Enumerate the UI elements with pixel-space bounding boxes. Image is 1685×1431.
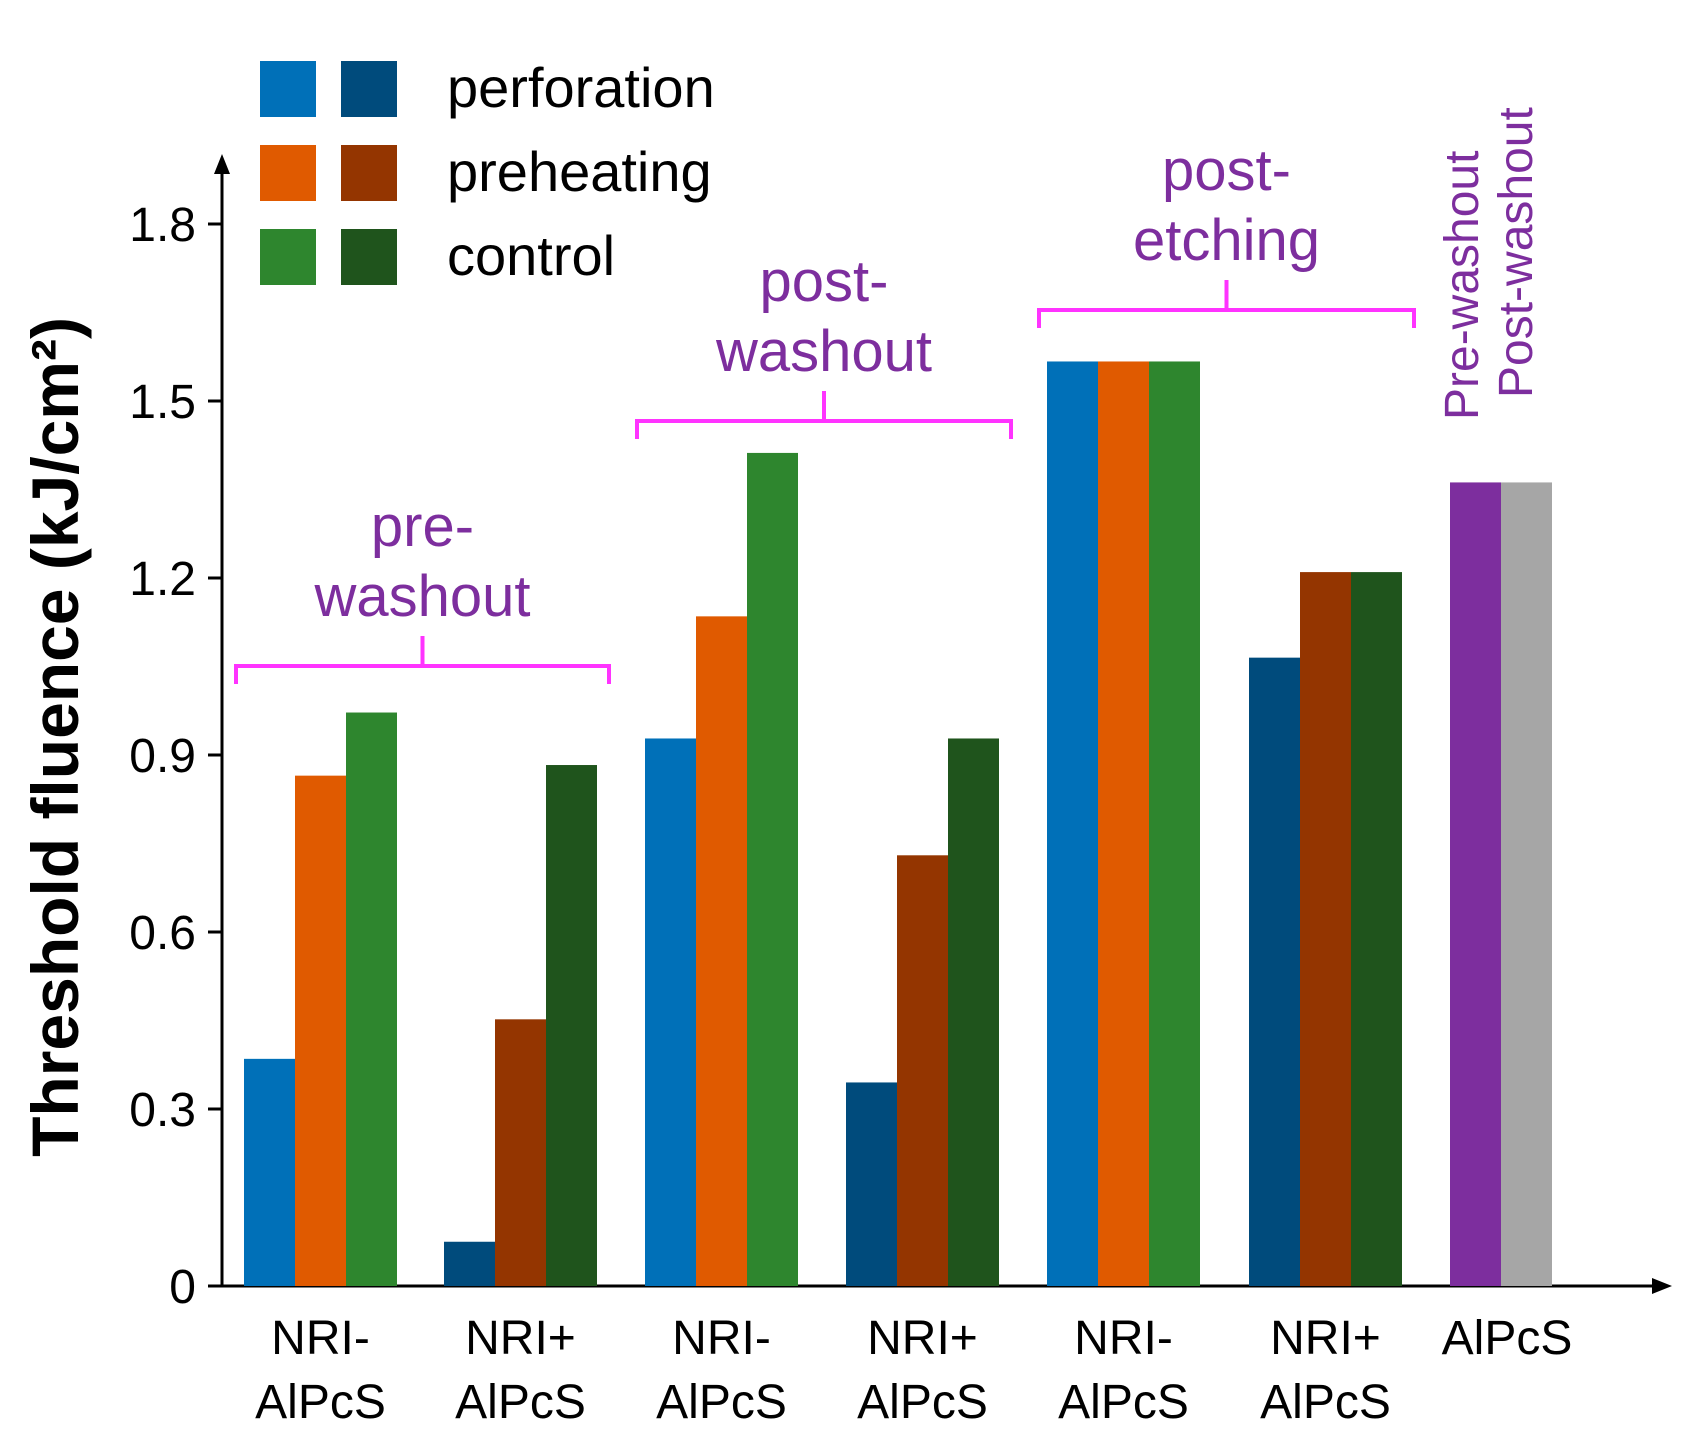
x-tick-label: AlPcS [656,1376,787,1429]
x-tick-label: NRI- [672,1312,771,1365]
x-tick-label: AlPcS [857,1376,988,1429]
bar [1300,572,1351,1286]
x-tick-label: NRI+ [867,1312,978,1365]
legend-swatch [260,145,316,201]
bars [244,361,1552,1287]
bar [346,712,397,1286]
bar [1501,482,1552,1286]
y-tick-label: 0.9 [129,730,196,783]
x-tick-label: NRI+ [1270,1312,1381,1365]
bar [1249,657,1300,1286]
vertical-label: Pre-washout [1436,151,1489,420]
x-tick-label: NRI- [271,1312,370,1365]
vertical-series-labels: Pre-washout Post-washout [1436,107,1543,420]
y-axis-label: Threshold fluence (kJ/cm²) [18,317,92,1157]
legend-label: control [447,224,615,287]
bar [495,1019,546,1286]
legend-label: preheating [447,140,712,203]
y-tick-label: 0.3 [129,1084,196,1137]
bar [846,1082,897,1286]
x-tick-label: AlPcS [255,1376,386,1429]
bar [244,1058,295,1286]
bar [1098,361,1149,1287]
x-tick-label: NRI+ [465,1312,576,1365]
annotation-text: pre- [371,494,474,559]
bar [546,765,597,1286]
bar [747,452,798,1286]
bar [1047,361,1098,1287]
y-tick-label: 1.5 [129,376,196,429]
y-tick-label: 1.8 [129,199,196,252]
legend-swatch [260,61,316,117]
annotation-text: etching [1133,208,1320,273]
bar [645,738,696,1286]
legend-swatch [341,145,397,201]
x-tick-label: AlPcS [1260,1376,1391,1429]
annotation-text: washout [715,319,932,384]
x-tick-labels: NRI- AlPcS NRI+ AlPcS NRI- AlPcS NRI+ AlPcS NRI-… [255,1312,1572,1429]
x-tick-label: AlPcS [1058,1376,1189,1429]
y-axis-arrow [214,154,230,174]
annotation-text: post- [1162,138,1291,203]
legend: perforation preheating control [260,56,715,287]
legend-swatch [341,61,397,117]
x-tick-label: AlPcS [1442,1312,1573,1365]
y-tick-label: 0.6 [129,907,196,960]
annotation-text: washout [313,564,530,629]
bar [1149,361,1200,1287]
y-tick-label: 1.2 [129,553,196,606]
bar [1450,482,1501,1286]
bar [948,738,999,1286]
bracket [635,391,1013,439]
bar [1351,572,1402,1286]
bar [444,1241,495,1286]
bar [295,775,346,1286]
bracket [234,636,611,684]
annotation-text: post- [760,249,889,314]
bar [897,855,948,1286]
legend-label: perforation [447,56,715,119]
x-axis-arrow [1652,1278,1672,1294]
bracket [1037,280,1416,328]
x-tick-label: AlPcS [455,1376,586,1429]
legend-swatch [341,229,397,285]
vertical-label: Post-washout [1490,107,1543,398]
legend-swatch [260,229,316,285]
x-tick-label: NRI- [1074,1312,1173,1365]
bar [696,616,747,1286]
y-tick-label: 0 [169,1261,196,1314]
